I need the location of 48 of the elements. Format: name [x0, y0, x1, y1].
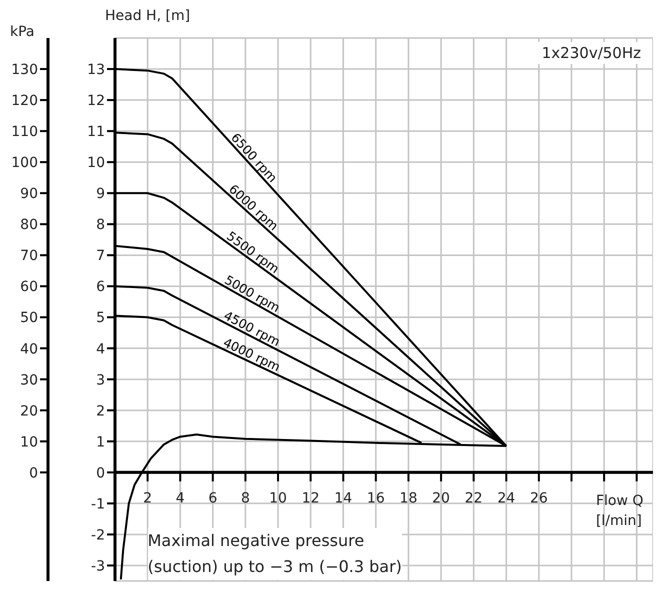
y-tick-label: 9: [96, 186, 105, 202]
y-axis-title: Head H, [m]: [105, 8, 190, 24]
y2-tick-label: 40: [20, 341, 38, 358]
y-tick-label: -2: [91, 527, 105, 544]
x-tick-label: 14: [334, 490, 352, 506]
y-tick-label: 11: [87, 124, 105, 140]
y2-tick-label: 20: [20, 403, 38, 420]
y-tick-label: 13: [87, 62, 105, 78]
x-tick-label: 22: [464, 490, 483, 506]
x-tick-label: 18: [400, 490, 418, 506]
x-axis-title: Flow Q [l/min]: [596, 492, 644, 532]
x-tick-label: 26: [530, 490, 548, 506]
y2-tick-label: 90: [20, 186, 38, 202]
y2-tick-label: 50: [20, 310, 38, 326]
x-tick-label: 20: [432, 490, 450, 506]
x-tick-label: 4: [176, 490, 185, 506]
y2-tick-label: 130: [11, 62, 38, 78]
y2-tick-label: 10: [20, 434, 38, 450]
y-tick-label: 8: [96, 217, 105, 234]
x-tick-label: 24: [497, 490, 516, 506]
y-tick-label: 6: [96, 279, 106, 296]
y2-tick-label: 110: [11, 124, 38, 140]
y-tick-label: 12: [87, 93, 105, 110]
y2-tick-label: 60: [20, 279, 38, 296]
y-tick-label: 5: [96, 310, 105, 326]
y2-tick-label: 30: [20, 372, 38, 388]
y-tick-label: 0: [96, 465, 105, 482]
x-tick-label: 8: [240, 490, 250, 506]
y-tick-label: 3: [96, 372, 105, 388]
y2-tick-label: 80: [20, 217, 38, 234]
x-tick-label: 6: [208, 490, 218, 506]
y-tick-label: 10: [87, 155, 105, 172]
x-tick-label: 12: [302, 490, 320, 506]
x-tick-label: 10: [269, 490, 287, 506]
x-tick-label: 2: [143, 490, 152, 506]
x-tick-label: 16: [366, 490, 385, 506]
annotation: Maximal negative pressure (suction) up to −3 m (−0.3 bar): [148, 528, 402, 580]
y-tick-label: 2: [96, 403, 105, 420]
y-tick-label: -1: [91, 496, 105, 512]
y2-tick-label: 100: [11, 155, 38, 172]
y2-axis-title: kPa: [10, 24, 34, 40]
y2-tick-label: 120: [11, 93, 38, 110]
y2-tick-label: 70: [20, 248, 38, 264]
y-tick-label: 1: [96, 434, 105, 450]
y-tick-label: 7: [96, 248, 105, 264]
y-tick-label: -3: [91, 558, 105, 574]
y2-tick-label: 0: [29, 465, 38, 482]
y-tick-label: 4: [96, 341, 106, 358]
